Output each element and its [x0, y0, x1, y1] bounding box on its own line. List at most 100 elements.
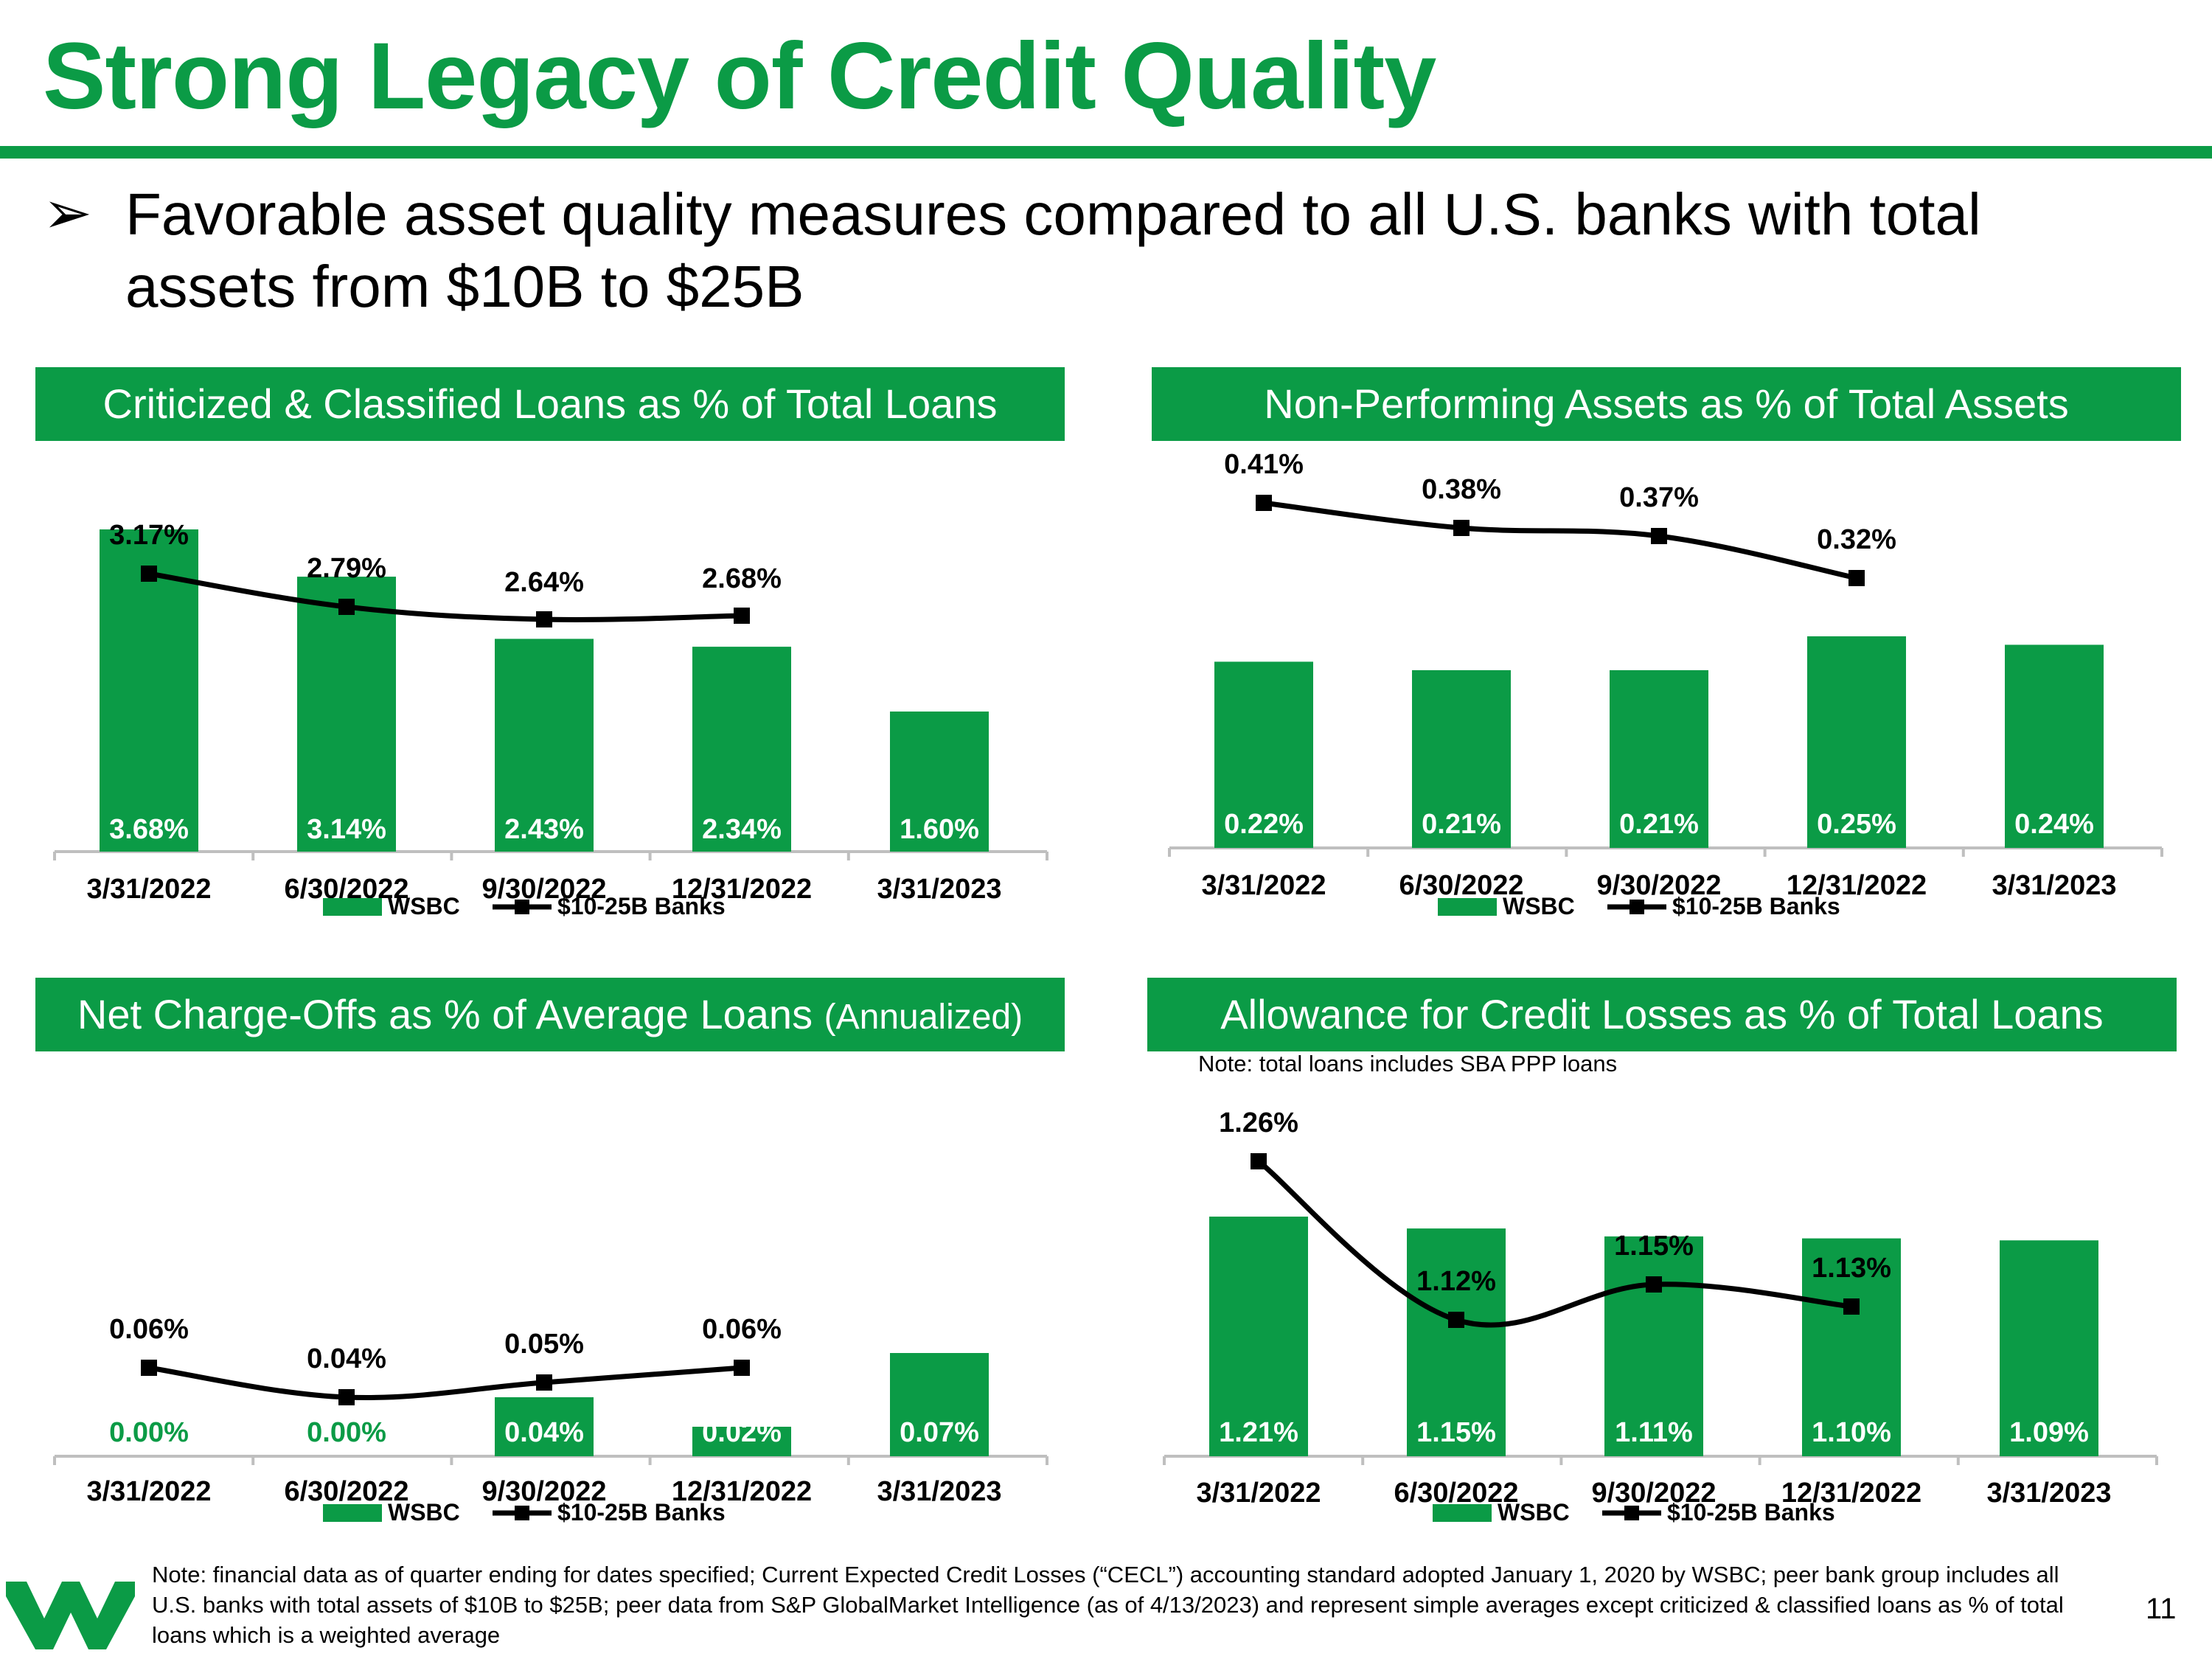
x-tick-label: 3/31/2023 — [1986, 1478, 2111, 1509]
legend-marker-peer — [1624, 1506, 1639, 1520]
bar-wsbc — [890, 1353, 989, 1456]
arrow-bullet-icon: ➢ — [43, 180, 93, 246]
line-marker — [141, 566, 157, 582]
bar-data-label: 3.68% — [109, 814, 189, 845]
legend-label-peer: $10-25B Banks — [1672, 893, 1840, 919]
legend-swatch-wsbc — [1433, 1504, 1492, 1522]
wesbanco-logo-icon — [6, 1582, 135, 1649]
x-tick-label: 3/31/2023 — [877, 1476, 1001, 1507]
x-tick-label: 3/31/2023 — [877, 874, 1001, 905]
panel-title-text: Non-Performing Assets as % of Total Asse… — [1264, 380, 2069, 427]
bar-data-label: 1.11% — [1615, 1417, 1693, 1448]
x-tick-label: 6/30/2022 — [1399, 870, 1523, 901]
line-marker — [1448, 1312, 1464, 1328]
x-tick-label: 12/31/2022 — [1781, 1478, 1921, 1509]
line-peer-banks — [1256, 1159, 1852, 1328]
bar-wsbc — [1604, 1236, 1703, 1456]
line-peer-banks — [148, 571, 742, 622]
panel-title-text: Criticized & Classified Loans as % of To… — [102, 380, 998, 427]
panel-title-text: Net Charge-Offs as % of Average Loans — [77, 991, 813, 1037]
bar-data-label: 1.15% — [1416, 1417, 1496, 1448]
bar-data-label: 0.02% — [702, 1417, 782, 1448]
bar-data-label: 1.09% — [2009, 1417, 2089, 1448]
bar-data-label: 0.00% — [307, 1417, 386, 1448]
bar-wsbc — [1807, 636, 1906, 848]
bar-wsbc — [1214, 661, 1313, 848]
line-data-label: 2.64% — [504, 567, 584, 598]
bar-data-label: 0.25% — [1817, 809, 1896, 840]
legend-label-wsbc: WSBC — [1503, 893, 1575, 919]
bar-wsbc — [1802, 1238, 1901, 1456]
line-data-label: 2.79% — [307, 553, 386, 584]
line-data-label: 0.37% — [1619, 482, 1699, 513]
bar-data-label: 0.24% — [2014, 809, 2094, 840]
x-tick-label: 3/31/2023 — [1992, 870, 2116, 901]
line-marker — [338, 1389, 355, 1405]
bar-wsbc — [495, 1397, 594, 1456]
line-marker — [734, 1360, 750, 1376]
line-data-label: 0.06% — [109, 1314, 189, 1345]
x-tick-label: 3/31/2022 — [1196, 1478, 1321, 1509]
bar-wsbc — [1209, 1217, 1308, 1456]
line-marker — [1848, 570, 1865, 586]
legend-swatch-wsbc — [323, 1504, 382, 1522]
line-data-label: 1.13% — [1812, 1253, 1891, 1284]
bullet-text: Favorable asset quality measures compare… — [125, 181, 1981, 319]
bar-wsbc — [100, 529, 198, 852]
line-data-label: 3.17% — [109, 520, 189, 551]
bar-data-label: 3.14% — [307, 814, 386, 845]
line-marker — [1453, 520, 1470, 536]
panel-title-npa: Non-Performing Assets as % of Total Asse… — [1152, 367, 2181, 441]
line-marker — [536, 611, 552, 627]
legend-label-peer: $10-25B Banks — [557, 893, 726, 919]
footnote: Note: financial data as of quarter endin… — [152, 1562, 2064, 1648]
bar-data-label: 0.07% — [900, 1417, 979, 1448]
legend-label-wsbc: WSBC — [388, 893, 460, 919]
panel-title-acl: Allowance for Credit Losses as % of Tota… — [1147, 978, 2177, 1051]
line-peer-banks — [1263, 500, 1857, 581]
line-data-label: 1.12% — [1416, 1266, 1496, 1297]
panel-title-nco: Net Charge-Offs as % of Average Loans (A… — [35, 978, 1065, 1051]
line-data-label: 1.26% — [1219, 1107, 1298, 1138]
line-data-label: 1.15% — [1614, 1231, 1694, 1262]
bar-data-label: 2.34% — [702, 814, 782, 845]
x-tick-label: 9/30/2022 — [481, 1476, 606, 1507]
bar-wsbc — [692, 647, 791, 852]
x-tick-label: 9/30/2022 — [1596, 870, 1721, 901]
legend-marker-peer — [1630, 900, 1644, 914]
bar-data-label: 1.60% — [900, 814, 979, 845]
page-number: 11 — [2146, 1593, 2177, 1625]
bar-data-label: 1.21% — [1219, 1417, 1298, 1448]
line-marker — [1843, 1298, 1860, 1315]
acl-note: Note: total loans includes SBA PPP loans — [1198, 1051, 1618, 1077]
line-marker — [1251, 1153, 1267, 1169]
panel-title-text: Allowance for Credit Losses as % of Tota… — [1220, 991, 2104, 1037]
x-tick-label: 3/31/2022 — [86, 1476, 211, 1507]
legend-label-peer: $10-25B Banks — [557, 1499, 726, 1526]
bar-wsbc — [297, 577, 396, 852]
legend-swatch-wsbc — [323, 898, 382, 916]
line-marker — [141, 1360, 157, 1376]
line-marker — [734, 608, 750, 624]
line-peer-banks — [148, 1365, 742, 1400]
x-tick-label: 9/30/2022 — [481, 874, 606, 905]
line-data-label: 0.41% — [1224, 449, 1304, 480]
bar-wsbc — [1407, 1228, 1506, 1456]
bar-data-label: 1.10% — [1812, 1417, 1891, 1448]
line-marker — [1651, 528, 1667, 544]
title-divider — [0, 146, 2212, 159]
x-tick-label: 9/30/2022 — [1591, 1478, 1716, 1509]
line-marker — [1256, 495, 1272, 511]
panel-title-suffix: (Annualized) — [824, 998, 1023, 1037]
line-data-label: 0.38% — [1422, 474, 1501, 505]
legend-label-wsbc: WSBC — [1498, 1499, 1570, 1526]
line-data-label: 0.06% — [702, 1314, 782, 1345]
line-marker — [338, 599, 355, 615]
bar-data-label: 0.04% — [504, 1417, 584, 1448]
legend-marker-peer — [515, 900, 529, 914]
bar-data-label: 0.00% — [109, 1417, 189, 1448]
legend-marker-peer — [515, 1506, 529, 1520]
bar-data-label: 0.21% — [1619, 809, 1699, 840]
x-tick-label: 12/31/2022 — [1787, 870, 1927, 901]
